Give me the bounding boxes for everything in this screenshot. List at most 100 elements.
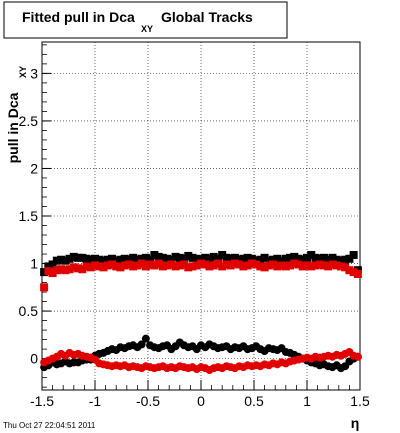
series-1-square-point: [78, 265, 87, 274]
tick-labels: -1.5 -1 -0.5 0 0.5 1 1.5 0 0.5 1 1.5 2 2.5 3: [19, 65, 370, 409]
y-tick-label: 1.5: [19, 208, 39, 224]
series-1-square-point: [74, 264, 83, 273]
series-0-square-point: [82, 254, 91, 263]
series-0-square-point: [116, 255, 125, 264]
series-0-square-point: [40, 268, 49, 277]
series-1-square-point: [65, 265, 74, 274]
series-1-square-point: [213, 259, 222, 268]
series-0-square-point: [112, 256, 121, 265]
series-1-square-point: [82, 262, 91, 271]
series-0-square-point: [324, 255, 333, 264]
series-1-square-point: [99, 263, 108, 272]
series-0-square-point: [91, 254, 99, 263]
series-0-square-point: [78, 253, 87, 262]
series-0-square-point: [201, 253, 210, 262]
series-0-square-point: [65, 254, 74, 263]
series-0-square-point: [260, 253, 269, 262]
series-1-square-point: [192, 261, 201, 270]
series-1-square-point: [324, 262, 333, 271]
series-0-square-point: [52, 256, 61, 265]
series-1-square-point: [247, 259, 256, 268]
series-0-square-point: [103, 255, 112, 264]
series-1-square-point: [341, 263, 350, 272]
y-axis-label-subscript: XY: [18, 66, 28, 78]
series-1-square-point: [281, 262, 290, 271]
series-0-square-point: [349, 250, 358, 259]
chart-title-suffix: Global Tracks: [161, 9, 253, 25]
series-1-square-point: [150, 261, 159, 270]
series-0-square-point: [294, 254, 303, 263]
series-0-square-point: [163, 254, 172, 263]
series-0-square-point: [86, 255, 95, 264]
series-0-square-point: [311, 253, 320, 262]
series-0-square-point: [99, 256, 108, 265]
series-1-square-point: [256, 262, 265, 271]
series-0-square-point: [243, 253, 252, 262]
series-0-square-point: [281, 254, 290, 263]
series-0-square-point: [303, 253, 311, 262]
x-tick-label: 0: [197, 393, 205, 409]
series-0-square-point: [269, 255, 278, 264]
series-0-square-point: [256, 255, 265, 264]
series-0-square-point: [298, 255, 307, 264]
series-1-square-point: [188, 262, 197, 271]
series-1-square-point: [86, 263, 95, 272]
series-0-square-point: [341, 255, 350, 264]
series-1-square-point: [290, 259, 299, 268]
x-tick-label: 0.5: [244, 393, 264, 409]
series-1-square-point: [260, 263, 269, 272]
series-0-square-point: [184, 251, 193, 260]
series-0-square-point: [133, 255, 142, 264]
series-0-square-point: [61, 256, 70, 265]
series-0-square-point: [48, 260, 57, 269]
series-0-square-point: [332, 255, 341, 264]
series-0-square-point: [239, 254, 248, 263]
series-1-square-point: [103, 261, 112, 270]
series-3-circle-point: [353, 352, 362, 361]
series-1-square-point: [52, 266, 61, 275]
series-0-square-point: [209, 252, 218, 261]
series-1-square-point: [205, 262, 214, 271]
timestamp: Thu Oct 27 22:04:51 2011: [3, 421, 96, 430]
series-1-square-point: [124, 260, 133, 269]
series-0-square-point: [171, 252, 180, 261]
x-tick-label: -1: [89, 393, 102, 409]
series-1-square-point: [141, 262, 150, 271]
series-0-square-point: [146, 255, 155, 264]
y-tick-label: 1: [30, 256, 38, 272]
series-1-square-point: [286, 261, 295, 270]
series-1-square-point: [311, 261, 320, 270]
x-tick-label: -0.5: [136, 393, 160, 409]
series-1-square-point: [158, 262, 167, 271]
series-0-square-point: [180, 254, 189, 263]
series-0-square-point: [95, 255, 104, 264]
series-0-square-point: [235, 255, 244, 264]
series-0-square-point: [222, 253, 231, 262]
series-1-square-point: [252, 260, 261, 269]
series-1-square-point: [180, 260, 189, 269]
series-0-square-point: [57, 255, 66, 264]
series-1-square-point: [273, 262, 282, 271]
series-1-square-point: [328, 260, 337, 269]
series-1-square-point: [163, 261, 172, 270]
data-points: [40, 250, 362, 375]
title-box: Fitted pull in Dca XY Global Tracks: [3, 1, 288, 39]
series-0-square-point: [69, 252, 78, 261]
series-1-square-point: [226, 261, 235, 270]
series-0-square-point: [107, 254, 116, 263]
x-tick-label: -1.5: [30, 393, 54, 409]
series-1-square-point: [307, 262, 316, 271]
series-1-square-point: [95, 262, 104, 271]
series-1-square-point: [298, 262, 307, 271]
series-0-square-point: [74, 253, 83, 262]
series-1-square-point: [61, 266, 70, 275]
series-1-square-point: [336, 262, 345, 271]
series-0-square-point: [158, 253, 167, 262]
y-tick-label: 3: [30, 65, 38, 81]
series-1-square-point: [239, 262, 248, 271]
series-0-square-point: [188, 253, 197, 262]
series-0-square-point: [315, 254, 324, 263]
series-1-square-point: [129, 262, 138, 271]
series-1-square-point: [230, 259, 239, 268]
